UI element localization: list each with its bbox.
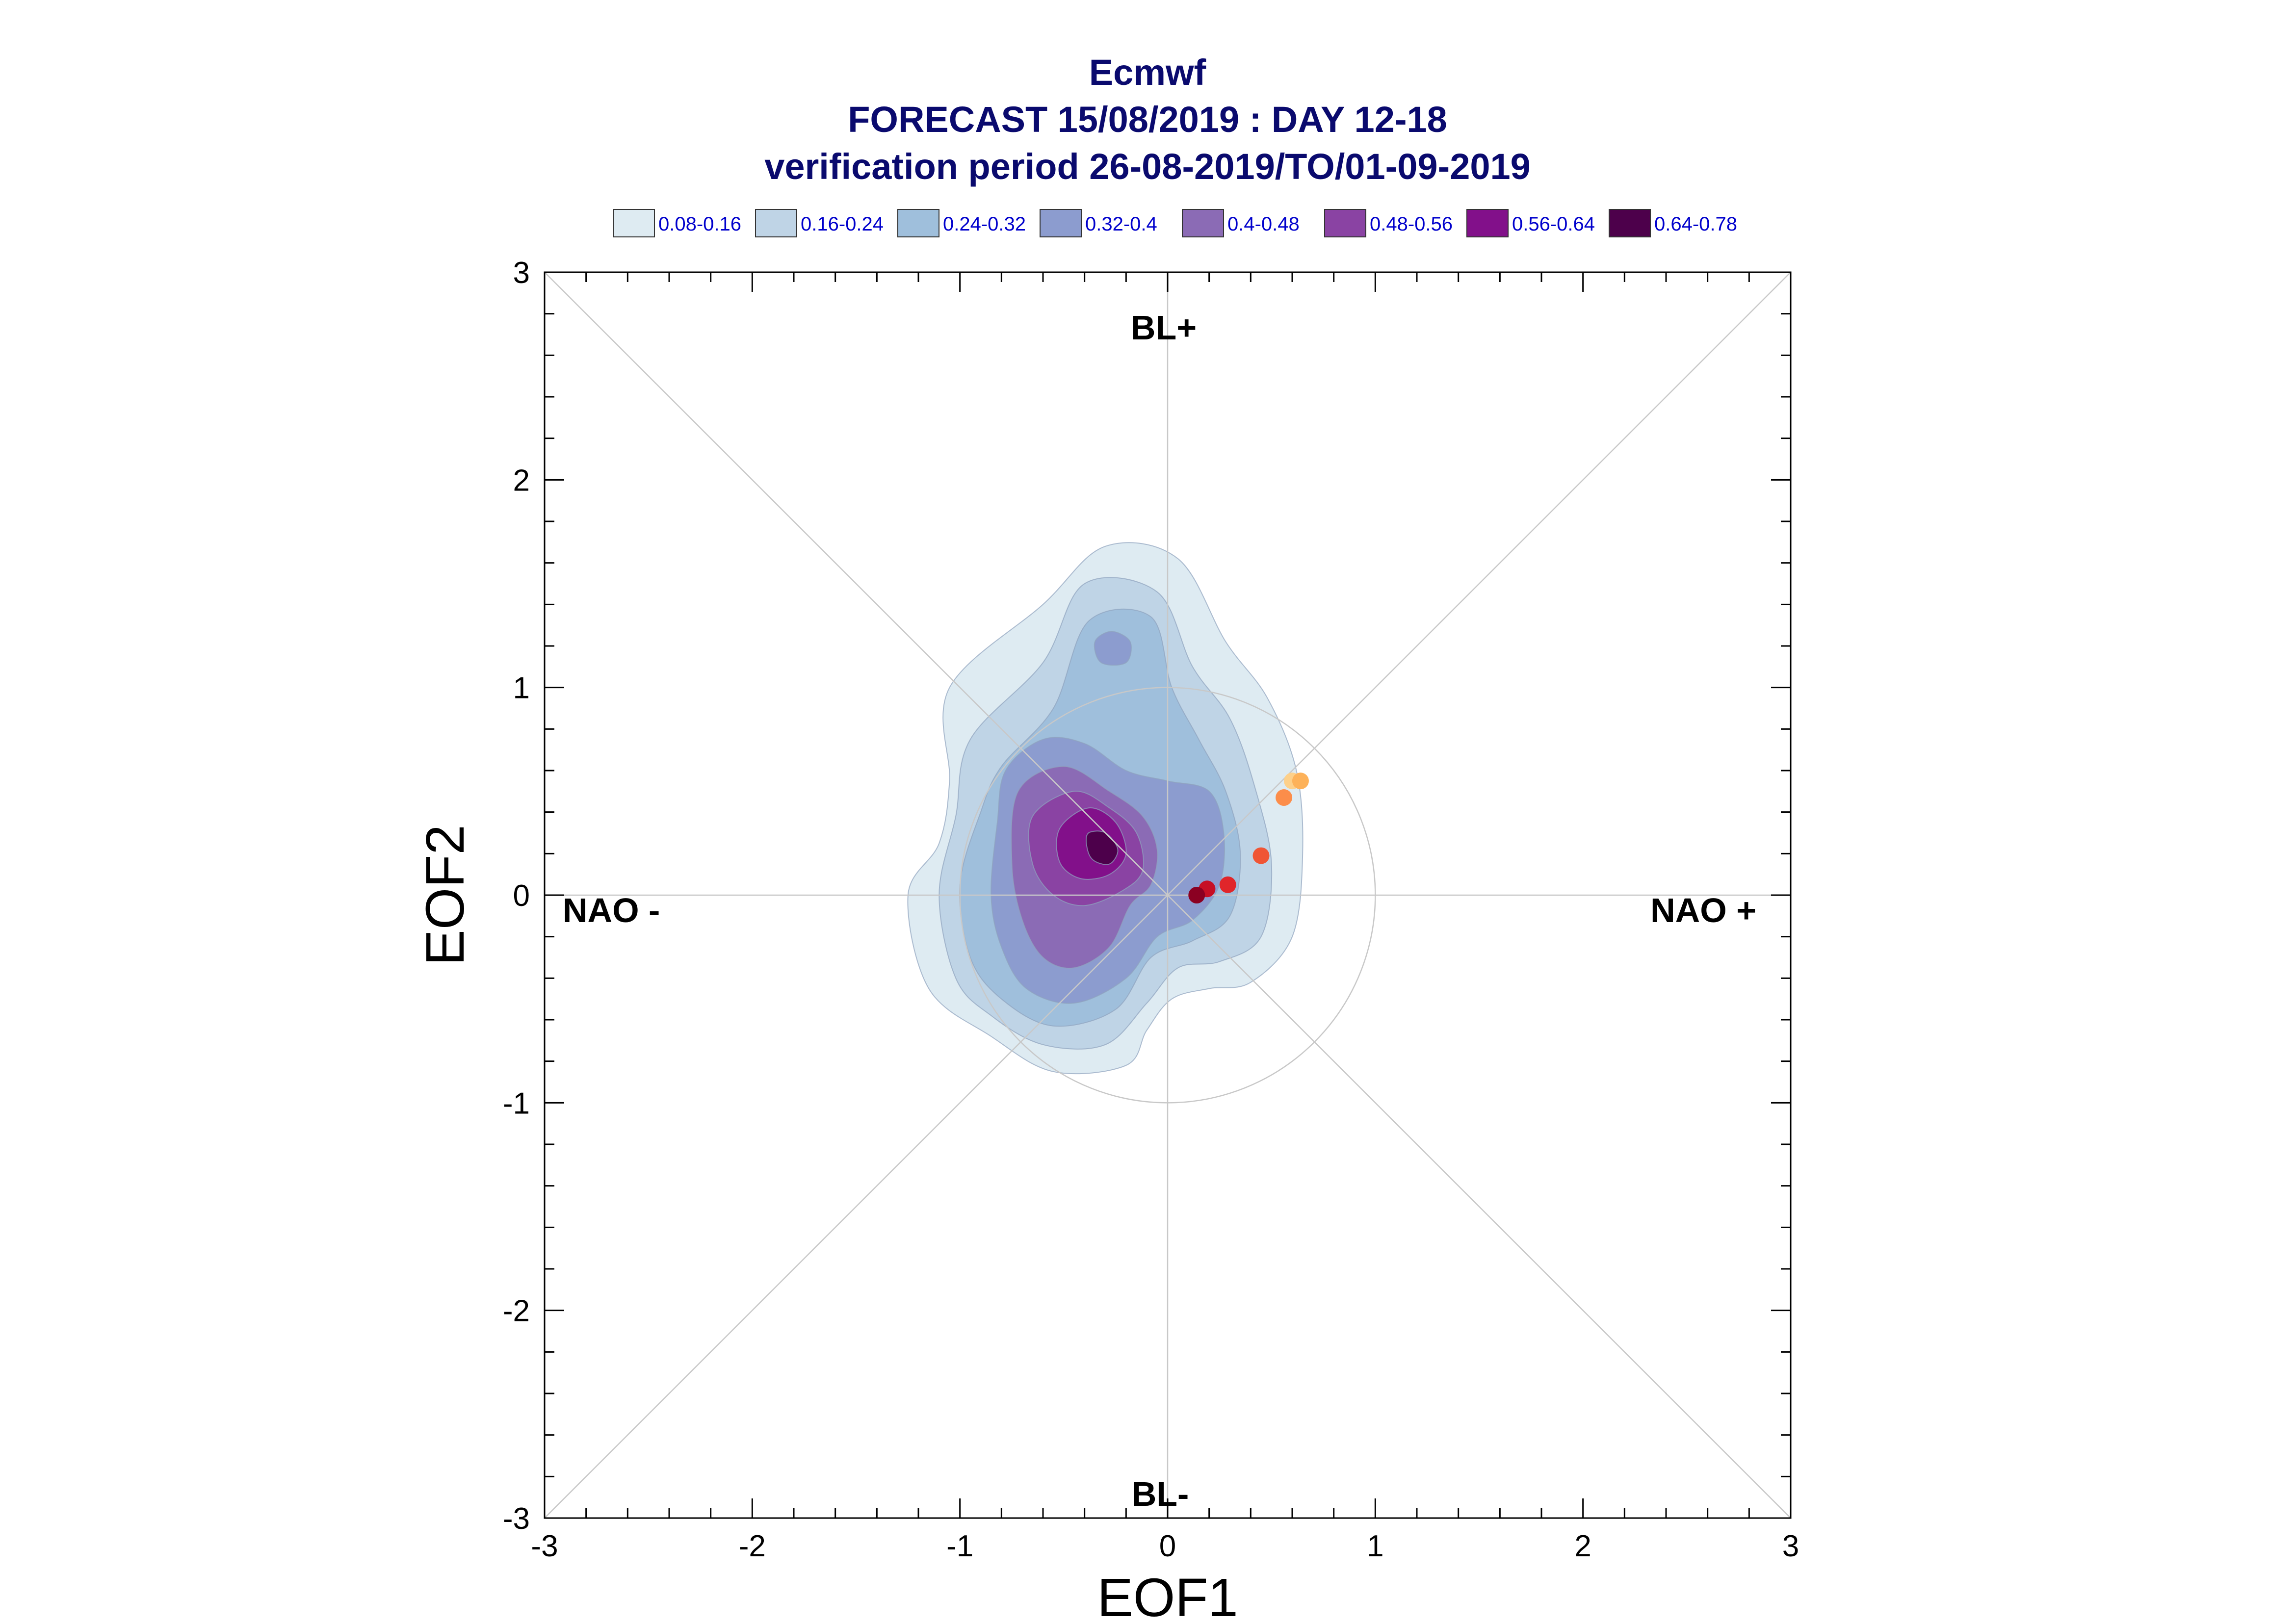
x-tick-label: 2 <box>1574 1529 1591 1563</box>
region-label-nao-minus: NAO - <box>563 891 660 929</box>
plot-area: BL+ BL- NAO - NAO + -3 -2 -1 0 1 2 3 -3 -2 -1 0 1 2… <box>415 256 1799 1624</box>
trajectory-point <box>1219 876 1236 893</box>
x-tick-label: -2 <box>739 1529 766 1563</box>
legend-swatch <box>897 209 939 237</box>
x-tick-labels: -3 -2 -1 0 1 2 3 <box>531 1529 1799 1563</box>
legend-swatch <box>1609 209 1651 237</box>
x-tick-label: 3 <box>1782 1529 1799 1563</box>
x-axis-title: EOF1 <box>1097 1568 1238 1624</box>
legend-label: 0.64-0.78 <box>1654 213 1737 235</box>
legend-label: 0.32-0.4 <box>1085 213 1157 235</box>
y-tick-label: 1 <box>513 671 530 705</box>
x-tick-label: -1 <box>946 1529 973 1563</box>
reference-lines <box>545 272 1791 1518</box>
y-tick-label: 0 <box>513 879 530 913</box>
y-tick-label: -3 <box>503 1502 530 1536</box>
x-tick-label: -3 <box>531 1529 558 1563</box>
legend-label: 0.16-0.24 <box>801 213 884 235</box>
legend-swatch <box>755 209 797 237</box>
density-contours <box>907 542 1304 1075</box>
legend-label: 0.24-0.32 <box>943 213 1026 235</box>
trajectory-point <box>1188 887 1205 903</box>
region-labels: BL+ BL- NAO - NAO + <box>563 309 1756 1513</box>
legend-label: 0.48-0.56 <box>1370 213 1453 235</box>
x-tick-label: 0 <box>1159 1529 1176 1563</box>
chart-title: Ecmwf FORECAST 15/08/2019 : DAY 12-18 ve… <box>0 49 2295 190</box>
y-tick-label: 2 <box>513 464 530 497</box>
y-axis-title: EOF2 <box>415 825 475 965</box>
legend-swatch <box>1466 209 1509 237</box>
trajectory-point <box>1276 789 1293 806</box>
region-label-bl-minus: BL- <box>1132 1475 1189 1513</box>
trajectory-point <box>1292 773 1309 790</box>
y-tick-label: 3 <box>513 256 530 290</box>
region-label-nao-plus: NAO + <box>1650 891 1756 929</box>
legend-label: 0.4-0.48 <box>1227 213 1300 235</box>
legend-label: 0.08-0.16 <box>658 213 741 235</box>
legend: 0.08-0.16 0.16-0.24 0.24-0.32 0.32-0.4 0.4-0… <box>613 209 1737 237</box>
y-tick-label: -2 <box>503 1294 530 1328</box>
title-line-3: verification period 26-08-2019/TO/01-09-… <box>764 146 1531 187</box>
title-line-1: Ecmwf <box>1089 52 1206 93</box>
y-tick-labels: -3 -2 -1 0 1 2 3 <box>503 256 530 1536</box>
legend-swatch <box>1324 209 1366 237</box>
legend-label: 0.56-0.64 <box>1512 213 1595 235</box>
legend-swatch <box>613 209 655 237</box>
title-line-2: FORECAST 15/08/2019 : DAY 12-18 <box>848 99 1447 140</box>
unit-circle <box>959 687 1376 1104</box>
x-tick-label: 1 <box>1367 1529 1383 1563</box>
legend-swatch <box>1182 209 1224 237</box>
axes-frame <box>544 271 1792 1519</box>
trajectory-points <box>1188 773 1309 903</box>
region-label-bl-plus: BL+ <box>1131 309 1197 347</box>
density-contour <box>1094 631 1132 666</box>
y-tick-label: -1 <box>503 1086 530 1120</box>
trajectory-point <box>1252 847 1270 864</box>
legend-swatch <box>1040 209 1082 237</box>
